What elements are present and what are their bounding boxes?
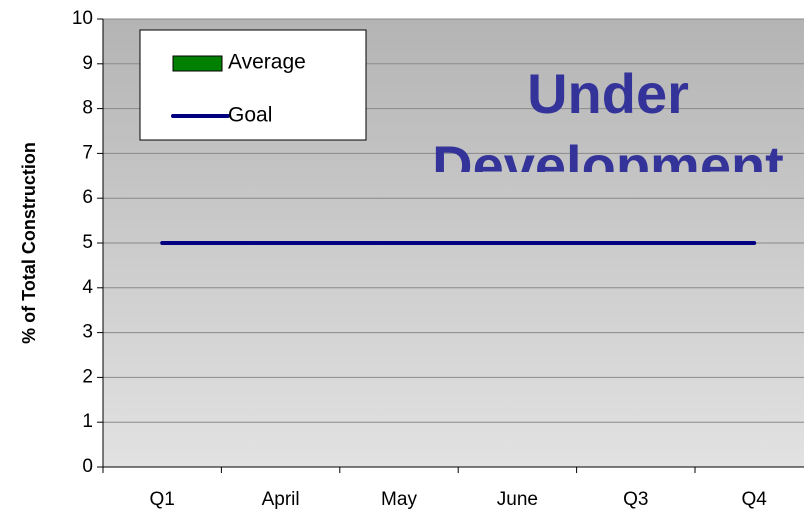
legend-label: Average <box>228 51 306 74</box>
legend-box <box>139 29 367 141</box>
y-tick-label: 4 <box>82 277 93 298</box>
y-tick-label: 5 <box>82 232 93 253</box>
y-axis-title: % of Total Construction <box>19 142 39 344</box>
y-tick-label: 6 <box>82 187 93 208</box>
x-tick-label: May <box>381 489 417 510</box>
annotation-text: Under <box>527 62 689 125</box>
y-tick-label: 9 <box>82 53 93 74</box>
x-tick-label: Q1 <box>150 489 175 510</box>
y-tick-label: 8 <box>82 98 93 119</box>
legend-swatch <box>172 55 223 72</box>
legend-label: Goal <box>228 104 272 127</box>
annotation: Under Development <box>432 62 784 197</box>
y-tick-label: 0 <box>82 456 93 477</box>
annotation-text: Development <box>432 134 784 197</box>
x-tick-label: Q4 <box>742 489 768 510</box>
x-tick-label: June <box>497 489 538 510</box>
x-tick-label: Q3 <box>623 489 648 510</box>
y-tick-label: 10 <box>72 8 93 29</box>
y-tick-label: 3 <box>82 322 93 343</box>
x-tick-label: April <box>262 489 300 510</box>
y-tick-label: 7 <box>82 142 93 163</box>
y-tick-label: 2 <box>82 366 93 387</box>
y-tick-label: 1 <box>82 411 93 432</box>
